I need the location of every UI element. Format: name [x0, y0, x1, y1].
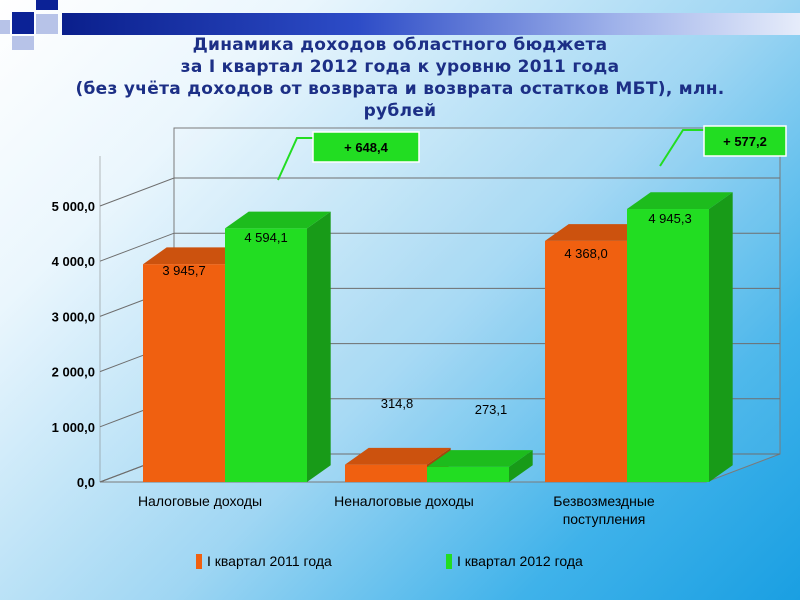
- data-label: 4 594,1: [244, 230, 287, 245]
- bar-top: [345, 447, 451, 465]
- bar: [427, 466, 509, 482]
- callout-box: [312, 131, 420, 163]
- title-line: рублей: [363, 101, 437, 121]
- callout-text: + 577,2: [723, 134, 767, 149]
- title-line: (без учёта доходов от возврата и возврат…: [75, 79, 725, 99]
- chart-title: Динамика доходов областного бюджета за I…: [0, 34, 800, 122]
- callout-box: [703, 125, 787, 157]
- bar-top: [545, 224, 651, 241]
- bar-top: [627, 192, 733, 210]
- y-tick-label: 0,0: [77, 475, 95, 490]
- header-square: [0, 20, 10, 34]
- data-label: 314,8: [381, 396, 414, 411]
- bar-top: [143, 247, 249, 265]
- data-label: 3 945,7: [162, 263, 205, 278]
- data-label: 273,1: [475, 402, 508, 417]
- bar-side: [709, 192, 733, 483]
- x-tick-label: Безвозмездные: [553, 493, 655, 509]
- callout-leader: [659, 129, 704, 167]
- bar-side: [509, 450, 533, 482]
- x-tick-label: Налоговые доходы: [138, 493, 262, 509]
- legend-swatch: [196, 553, 202, 569]
- header-bar: [62, 13, 800, 35]
- data-label: 4 945,3: [648, 211, 691, 226]
- legend-label: I квартал 2011 года: [207, 553, 332, 569]
- y-tick-label: 1 000,0: [52, 420, 95, 435]
- header-square: [12, 36, 34, 50]
- bar: [345, 464, 427, 482]
- bar-side: [307, 211, 331, 482]
- x-tick-label: Неналоговые доходы: [334, 493, 474, 509]
- bar: [225, 228, 307, 482]
- legend-item-2011: I квартал 2011 года: [196, 553, 332, 569]
- x-tick-label: поступления: [563, 511, 646, 527]
- header-square: [12, 12, 34, 34]
- header-square: [36, 14, 58, 34]
- legend-item-2012: I квартал 2012 года: [446, 553, 583, 569]
- gridline: [99, 177, 780, 207]
- bar: [143, 264, 225, 482]
- callout-leader: [277, 137, 313, 181]
- y-tick-label: 2 000,0: [52, 365, 95, 380]
- bar-top: [225, 211, 331, 229]
- bar: [627, 209, 709, 482]
- title-line: за I квартал 2012 года к уровню 2011 год…: [180, 57, 620, 77]
- bar: [545, 240, 627, 482]
- callout-text: + 648,4: [344, 140, 389, 155]
- legend-swatch: [446, 553, 452, 569]
- y-tick-label: 5 000,0: [52, 199, 95, 214]
- header-square: [36, 0, 58, 10]
- legend-label: I квартал 2012 года: [457, 553, 583, 569]
- data-label: 4 368,0: [564, 246, 607, 261]
- y-tick-label: 4 000,0: [52, 254, 95, 269]
- chart-legend: I квартал 2011 года I квартал 2012 года: [0, 553, 800, 575]
- title-line: Динамика доходов областного бюджета: [192, 35, 608, 55]
- bar-top: [427, 450, 533, 467]
- y-tick-label: 3 000,0: [52, 309, 95, 324]
